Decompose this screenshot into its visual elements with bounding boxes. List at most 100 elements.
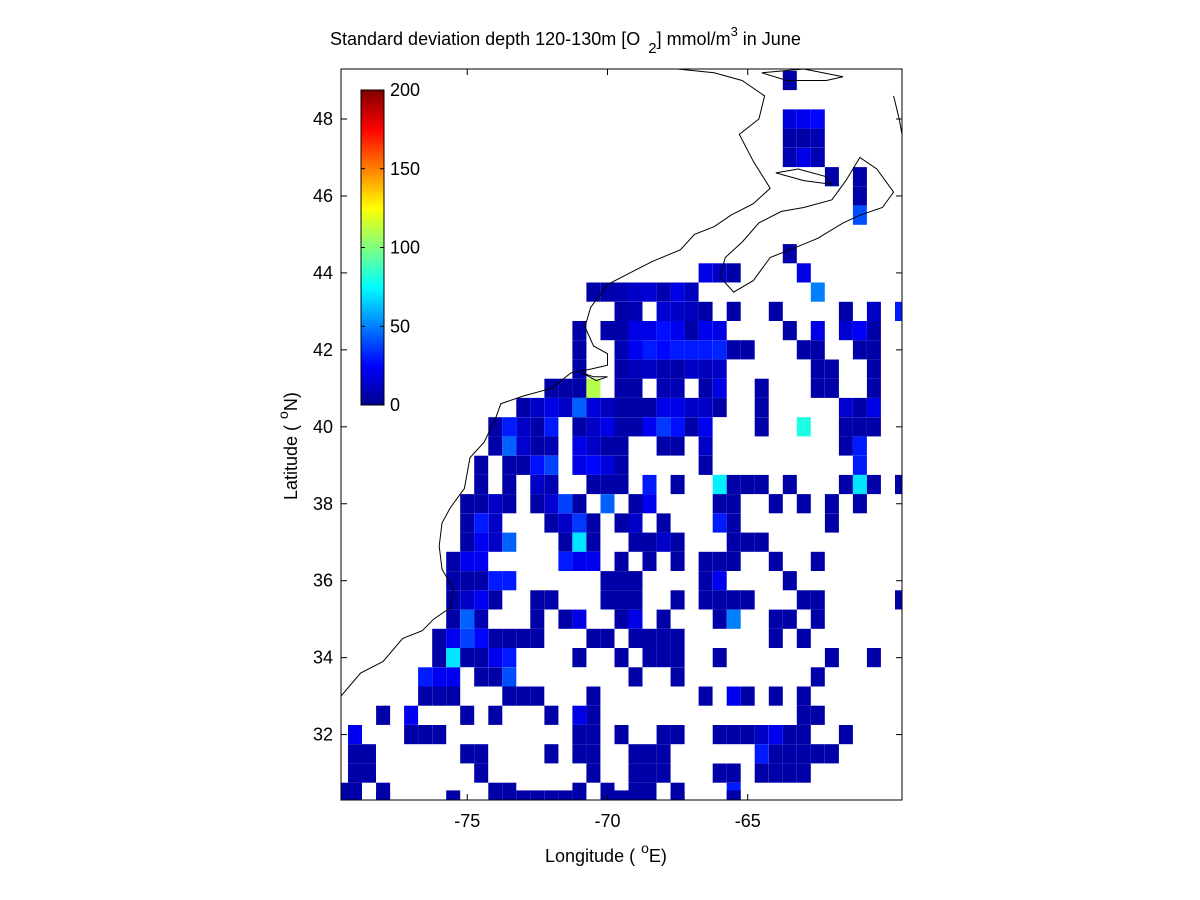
heatmap-cell xyxy=(558,609,573,629)
heatmap-cell xyxy=(642,782,657,800)
heatmap-cell xyxy=(530,628,545,648)
heatmap-cell xyxy=(418,667,433,687)
heatmap-cell xyxy=(656,340,671,360)
heatmap-cell xyxy=(572,417,587,437)
heatmap-cell xyxy=(866,397,881,418)
heatmap-cell xyxy=(656,282,671,302)
heatmap-cell xyxy=(642,648,657,668)
heatmap-cell xyxy=(782,128,797,148)
heatmap-cell xyxy=(852,436,867,456)
heatmap-cell xyxy=(712,571,727,591)
heatmap-cell xyxy=(670,417,685,437)
heatmap-cell xyxy=(698,571,713,591)
heatmap-cell xyxy=(614,417,629,437)
heatmap-cell xyxy=(544,705,559,725)
heatmap-cell xyxy=(460,494,475,514)
heatmap-cell xyxy=(586,397,601,418)
x-tick-label: -75 xyxy=(454,811,480,831)
heatmap-cell xyxy=(432,648,447,668)
heatmap-cell xyxy=(712,725,727,745)
heatmap-cell xyxy=(530,474,545,495)
heatmap-cell xyxy=(768,301,783,321)
heatmap-cell xyxy=(460,551,475,571)
heatmap-cell xyxy=(656,417,671,437)
heatmap-cell xyxy=(656,359,671,379)
heatmap-cell xyxy=(684,321,699,341)
heatmap-cell xyxy=(488,494,503,514)
heatmap-cell xyxy=(558,790,573,800)
heatmap-cell xyxy=(362,744,376,764)
heatmap-cell xyxy=(782,744,797,764)
heatmap-cell xyxy=(502,455,517,475)
heatmap-cell xyxy=(656,628,671,648)
heatmap-cell xyxy=(712,513,727,533)
heatmap-cell xyxy=(768,686,783,706)
heatmap-cell xyxy=(824,359,839,379)
heatmap-cell xyxy=(516,455,531,475)
heatmap-cell xyxy=(684,359,699,379)
x-axis-label: Longitude (oE) xyxy=(545,840,667,866)
heatmap-cell xyxy=(684,301,699,321)
heatmap-cell xyxy=(572,321,587,341)
y-tick-label: 32 xyxy=(313,725,333,745)
heatmap-cell xyxy=(446,686,461,706)
heatmap-cell xyxy=(628,417,643,437)
y-tick-label: 38 xyxy=(313,494,333,514)
heatmap-cell xyxy=(852,167,867,187)
y-tick-label: 48 xyxy=(313,109,333,129)
y-axis-label-group: Latitude (oN) xyxy=(275,392,301,500)
heatmap-cell xyxy=(698,686,713,706)
heatmap-cell xyxy=(712,378,727,398)
x-tick-label: -65 xyxy=(735,811,761,831)
heatmap-cell xyxy=(810,609,825,629)
heatmap-cell xyxy=(838,321,853,341)
heatmap-cell xyxy=(768,744,783,764)
heatmap-cell xyxy=(572,532,587,552)
heatmap-cell xyxy=(642,494,657,514)
heatmap-cell xyxy=(796,494,811,514)
heatmap-cell xyxy=(810,551,825,571)
heatmap-cell xyxy=(488,417,503,437)
heatmap-cell xyxy=(866,301,881,321)
heatmap-cell xyxy=(614,340,629,360)
heatmap-cell xyxy=(768,628,783,648)
heatmap-cell xyxy=(614,282,629,302)
heatmap-cell xyxy=(502,648,517,668)
heatmap-cell xyxy=(824,494,839,514)
heatmap-cell xyxy=(698,590,713,610)
heatmap-cell xyxy=(572,397,587,418)
coastline xyxy=(340,68,903,697)
heatmap-cell xyxy=(502,532,517,552)
heatmap-cell xyxy=(656,648,671,668)
heatmap-cell xyxy=(404,705,419,725)
heatmap-cell xyxy=(642,282,657,302)
heatmap-cell xyxy=(754,725,769,745)
heatmap-cell xyxy=(670,378,685,398)
heatmap-cell xyxy=(810,109,825,129)
heatmap-cell xyxy=(768,494,783,514)
heatmap-cell xyxy=(530,397,545,418)
heatmap-cell xyxy=(558,397,573,418)
heatmap-cell xyxy=(712,648,727,668)
heatmap-cell xyxy=(642,359,657,379)
heatmap-cell xyxy=(474,455,489,475)
heatmap-cell xyxy=(726,790,741,800)
heatmap-cell xyxy=(810,147,825,168)
heatmap-cell xyxy=(852,455,867,475)
heatmap-cell xyxy=(895,474,902,495)
heatmap-cell xyxy=(628,571,643,591)
heatmap-cell xyxy=(614,378,629,398)
heatmap-cell xyxy=(670,790,685,800)
heatmap-cell xyxy=(796,628,811,648)
heatmap-cell xyxy=(698,417,713,437)
heatmap-cell xyxy=(656,763,671,783)
heatmap-cell xyxy=(586,532,601,552)
heatmap-cell xyxy=(754,417,769,437)
heatmap-cell xyxy=(698,551,713,571)
heatmap-cell xyxy=(600,321,615,341)
colorbar: 0 50 100 150 200 xyxy=(360,80,420,415)
heatmap-cell xyxy=(684,417,699,437)
heatmap-cell xyxy=(488,590,503,610)
chart-title: Standard deviation depth 120-130m [O 2] m… xyxy=(330,24,801,57)
heatmap-cell xyxy=(726,551,741,571)
